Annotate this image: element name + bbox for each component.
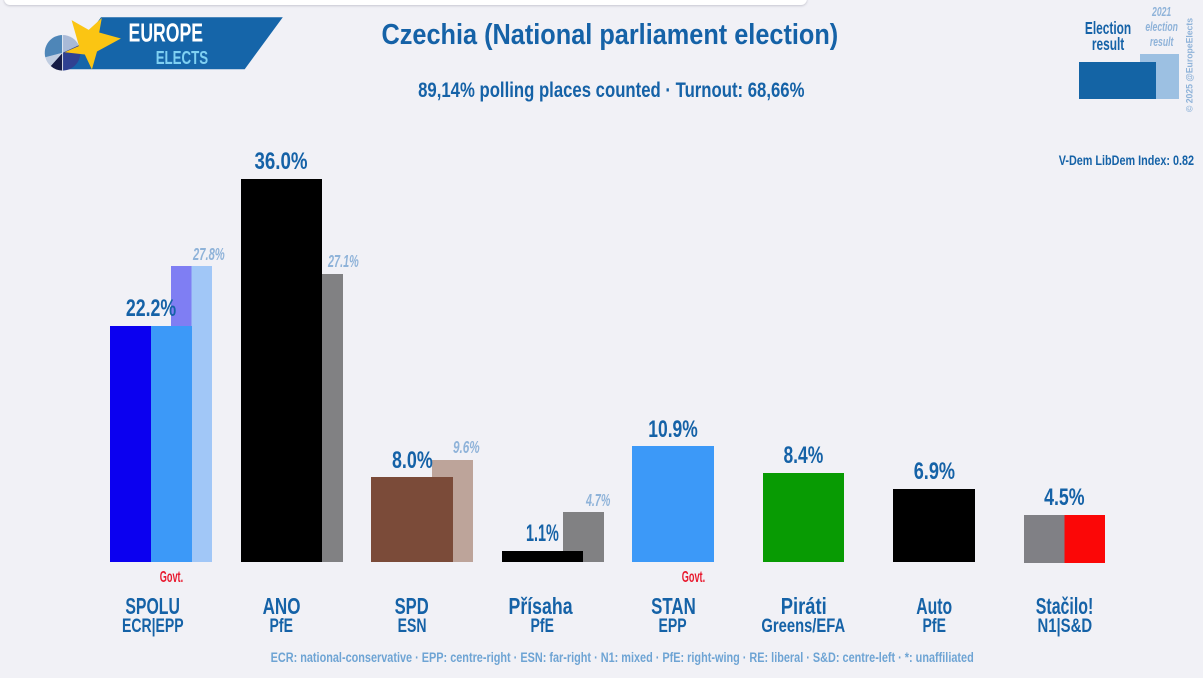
svg-text:ELECTS: ELECTS bbox=[156, 48, 208, 68]
svg-text:EUROPE: EUROPE bbox=[129, 18, 204, 48]
